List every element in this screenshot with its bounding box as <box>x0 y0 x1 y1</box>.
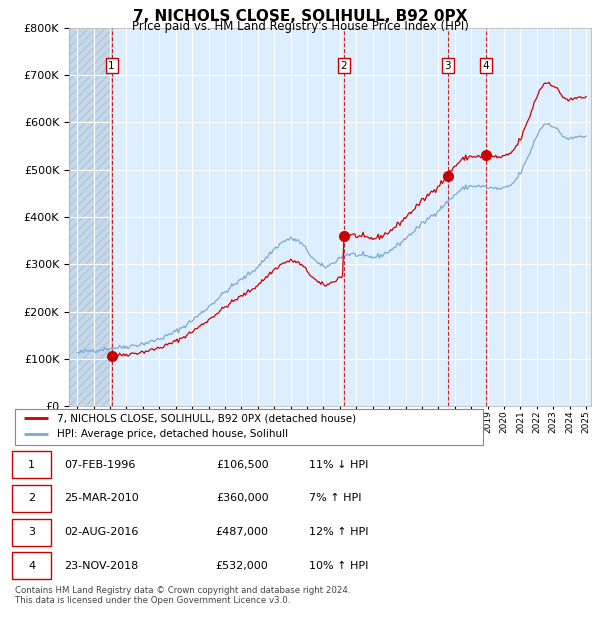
Text: £106,500: £106,500 <box>216 459 268 469</box>
Text: 12% ↑ HPI: 12% ↑ HPI <box>309 527 368 537</box>
Text: £487,000: £487,000 <box>215 527 268 537</box>
FancyBboxPatch shape <box>12 485 51 512</box>
Text: 2: 2 <box>28 494 35 503</box>
Bar <box>69 28 112 406</box>
Text: 3: 3 <box>445 61 451 71</box>
Text: 10% ↑ HPI: 10% ↑ HPI <box>309 561 368 571</box>
Text: HPI: Average price, detached house, Solihull: HPI: Average price, detached house, Soli… <box>57 430 288 440</box>
Text: 2: 2 <box>340 61 347 71</box>
Text: 1: 1 <box>109 61 115 71</box>
Text: 7, NICHOLS CLOSE, SOLIHULL, B92 0PX: 7, NICHOLS CLOSE, SOLIHULL, B92 0PX <box>133 9 467 24</box>
FancyBboxPatch shape <box>12 518 51 546</box>
Text: 7, NICHOLS CLOSE, SOLIHULL, B92 0PX (detached house): 7, NICHOLS CLOSE, SOLIHULL, B92 0PX (det… <box>57 414 356 423</box>
Text: Price paid vs. HM Land Registry's House Price Index (HPI): Price paid vs. HM Land Registry's House … <box>131 20 469 33</box>
Text: 02-AUG-2016: 02-AUG-2016 <box>64 527 139 537</box>
FancyBboxPatch shape <box>15 409 483 445</box>
Text: 23-NOV-2018: 23-NOV-2018 <box>64 561 138 571</box>
Text: 1: 1 <box>28 459 35 469</box>
Text: 25-MAR-2010: 25-MAR-2010 <box>64 494 139 503</box>
Bar <box>69 28 112 406</box>
FancyBboxPatch shape <box>12 552 51 580</box>
FancyBboxPatch shape <box>12 451 51 478</box>
Text: 07-FEB-1996: 07-FEB-1996 <box>64 459 136 469</box>
Text: 7% ↑ HPI: 7% ↑ HPI <box>309 494 361 503</box>
Text: 4: 4 <box>28 561 35 571</box>
Text: 4: 4 <box>482 61 489 71</box>
Text: £360,000: £360,000 <box>216 494 268 503</box>
Text: 3: 3 <box>28 527 35 537</box>
Text: Contains HM Land Registry data © Crown copyright and database right 2024.
This d: Contains HM Land Registry data © Crown c… <box>15 586 350 605</box>
Text: £532,000: £532,000 <box>215 561 268 571</box>
Text: 11% ↓ HPI: 11% ↓ HPI <box>309 459 368 469</box>
